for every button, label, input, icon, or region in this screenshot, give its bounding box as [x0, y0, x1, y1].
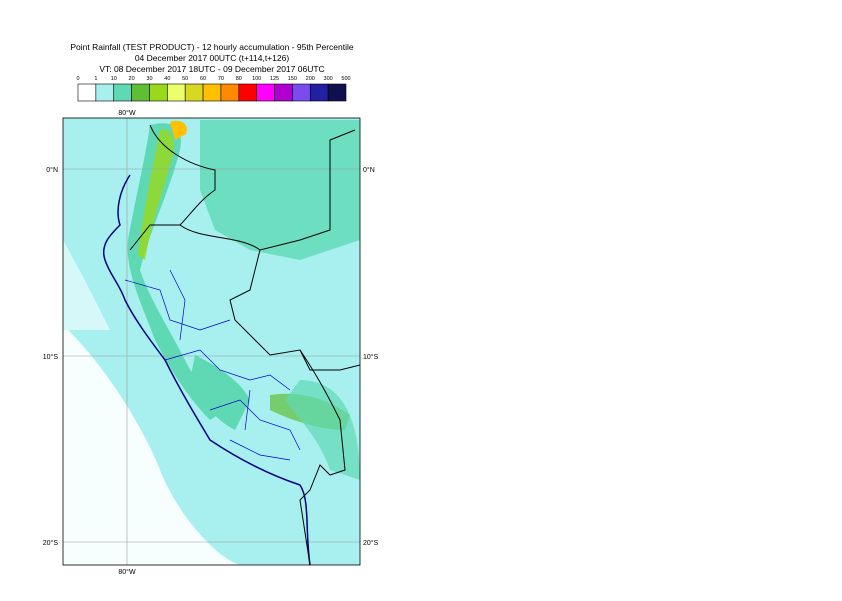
legend-tick-label: 200 — [306, 76, 315, 82]
legend-tick-label: 30 — [146, 76, 152, 82]
legend-swatch — [167, 83, 186, 102]
legend-tick-label: 60 — [200, 76, 206, 82]
legend-tick-label: 300 — [324, 76, 333, 82]
title-line: Point Rainfall (TEST PRODUCT) - 12 hourl… — [70, 42, 354, 52]
title-line: VT: 08 December 2017 18UTC - 09 December… — [99, 64, 324, 74]
lat-label: 20°S — [43, 539, 59, 547]
legend-tick-label: 80 — [236, 76, 242, 82]
open-ocean — [63, 325, 240, 565]
legend-swatch — [113, 83, 132, 102]
map-frame — [62, 117, 361, 566]
legend-tick-label: 150 — [288, 76, 297, 82]
rain-area — [138, 129, 174, 260]
legend-swatch — [327, 83, 347, 102]
legend-swatch — [184, 83, 204, 102]
coastline — [103, 174, 311, 565]
legend-tick-label: 1 — [94, 76, 97, 82]
legend-swatch — [95, 83, 115, 102]
legend-tick-label: 100 — [252, 76, 261, 82]
legend-tick-label: 500 — [341, 76, 350, 82]
rain-area — [200, 120, 360, 260]
lon-label: 80°W — [118, 568, 136, 576]
title-line: 04 December 2017 00UTC (t+114,t+126) — [135, 53, 290, 63]
legend-swatch — [309, 83, 329, 102]
legend-swatch — [220, 83, 240, 102]
open-ocean — [63, 240, 110, 330]
map — [63, 118, 360, 565]
titles: Point Rainfall (TEST PRODUCT) - 12 hourl… — [70, 42, 354, 74]
legend-tick-label: 70 — [218, 76, 224, 82]
legend-tick-label: 40 — [164, 76, 170, 82]
borders — [129, 124, 360, 565]
legend-swatch — [202, 83, 222, 102]
legend-tick-label: 10 — [111, 76, 117, 82]
lat-label: 0°N — [46, 166, 58, 174]
legend-swatch — [131, 83, 150, 102]
lat-label: 10°S — [363, 353, 379, 361]
map-labels: 80°W 80°W 0°N 10°S 20°S 0°N 10°S 20°S — [43, 109, 379, 576]
legend: 0 1 10 20 30 40 50 60 70 80 100 125 150 200 300 500 — [76, 76, 351, 102]
legend-tick-label: 0 — [76, 76, 79, 82]
admin-borders — [124, 269, 301, 461]
lat-label: 0°N — [363, 166, 375, 174]
legend-swatch — [256, 83, 275, 102]
legend-swatch — [238, 83, 257, 102]
legend-swatch — [77, 83, 97, 102]
rain-area — [285, 380, 360, 480]
legend-tick-label: 125 — [270, 76, 279, 82]
legend-swatch — [274, 83, 293, 102]
rain-area — [170, 120, 187, 140]
legend-tick-label: 20 — [129, 76, 135, 82]
legend-swatch — [149, 83, 168, 102]
lat-label: 20°S — [363, 539, 379, 547]
legend-swatch — [292, 83, 311, 102]
lon-label: 80°W — [118, 109, 136, 117]
lat-label: 10°S — [43, 353, 59, 361]
rain-area — [190, 355, 250, 430]
legend-tick-label: 50 — [182, 76, 188, 82]
